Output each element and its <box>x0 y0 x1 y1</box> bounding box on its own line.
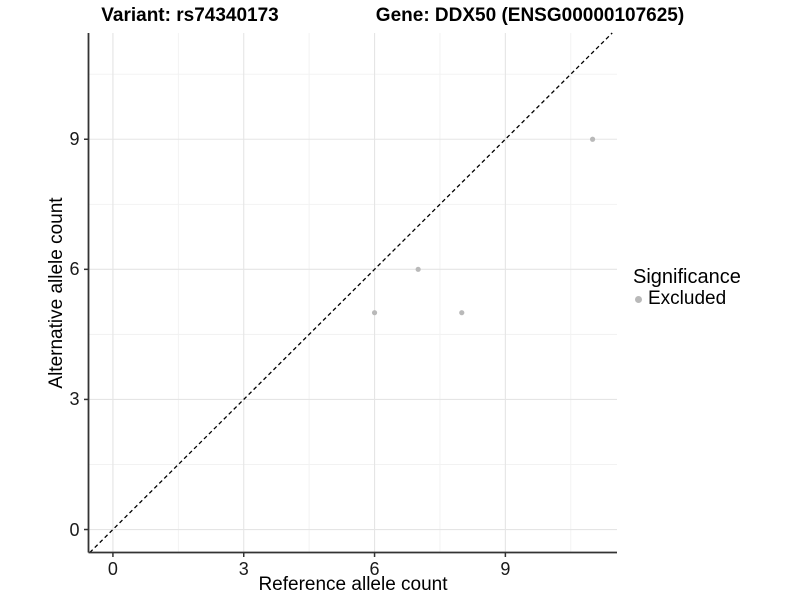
y-axis-title: Alternative allele count <box>46 197 67 389</box>
data-point <box>589 136 596 142</box>
legend: Significance Excluded <box>633 267 741 310</box>
x-tick-label: 0 <box>107 558 118 579</box>
y-tick-label: 0 <box>69 519 80 540</box>
legend-entry: Excluded <box>633 288 741 310</box>
y-tick-label: 6 <box>69 259 80 280</box>
legend-entry-label: Excluded <box>648 288 727 309</box>
x-tick-label: 6 <box>369 558 380 579</box>
y-tick-label: 9 <box>69 129 80 150</box>
gene-title: Gene: DDX50 (ENSG00000107625) <box>375 5 685 26</box>
variant-title: Variant: rs74340173 <box>101 5 279 26</box>
y-tick-label: 3 <box>69 389 80 410</box>
data-point <box>459 310 465 316</box>
x-tick-label: 9 <box>500 558 511 579</box>
data-point <box>371 310 378 316</box>
legend-title: Significance <box>633 266 741 288</box>
identity-line <box>89 32 613 553</box>
circle-icon <box>635 295 642 303</box>
x-tick-label: 3 <box>238 558 249 579</box>
x-axis-title: Reference allele count <box>258 574 448 595</box>
data-point <box>415 266 421 272</box>
